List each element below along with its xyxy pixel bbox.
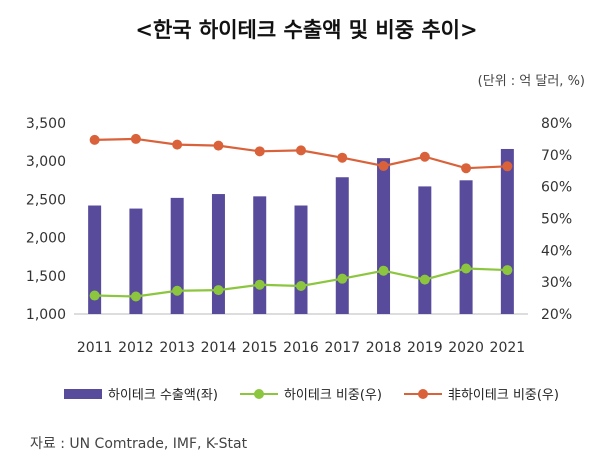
non-hitech-share-point <box>419 151 430 162</box>
legend: 하이테크 수출액(좌) 하이테크 비중(우) 非하이테크 비중(우) <box>64 384 584 403</box>
x-tick-label: 2011 <box>77 340 113 356</box>
chart-title: <한국 하이테크 수출액 및 비중 추이> <box>135 17 478 42</box>
hitech-share-point <box>502 265 513 276</box>
y-left-tick-label: 2,500 <box>26 192 66 208</box>
hitech-share-point <box>89 290 100 301</box>
hitech-share-point <box>419 274 430 285</box>
y-left-tick-label: 1,000 <box>26 307 66 323</box>
legend-item-orange: 非하이테크 비중(우) <box>403 384 559 403</box>
hitech-share-point <box>337 273 348 284</box>
x-tick-label: 2019 <box>407 340 443 356</box>
bar <box>377 158 391 314</box>
x-tick-label: 2013 <box>159 340 195 356</box>
bar <box>88 205 102 314</box>
hitech-share-point <box>296 280 306 291</box>
hitech-share-point <box>213 285 224 296</box>
legend-item-green: 하이테크 비중(우) <box>239 384 382 403</box>
legend-label-bar: 하이테크 수출액(좌) <box>108 388 218 403</box>
hitech-share-point <box>172 285 183 296</box>
y-left-tick-label: 3,500 <box>26 116 66 132</box>
non-hitech-share-point <box>461 163 472 174</box>
y-right-tick-label: 40% <box>541 243 572 259</box>
y-right-tick-label: 50% <box>541 212 572 228</box>
y-right-tick-label: 70% <box>541 148 572 164</box>
x-tick-label: 2017 <box>324 340 360 356</box>
legend-swatch-green <box>239 388 278 399</box>
x-tick-label: 2018 <box>366 340 402 356</box>
hitech-share-point <box>378 265 389 276</box>
bar <box>335 177 349 314</box>
legend-label-green: 하이테크 비중(우) <box>283 388 382 403</box>
unit-note: (단위 : 억 달러, %) <box>477 74 585 89</box>
non-hitech-share-point <box>254 146 265 157</box>
bar <box>170 197 184 314</box>
bar <box>459 180 473 314</box>
y-left-tick-label: 3,000 <box>26 154 66 170</box>
y-right-tick-label: 20% <box>541 307 572 323</box>
non-hitech-share-point <box>130 133 141 144</box>
non-hitech-share-point <box>337 152 348 163</box>
legend-swatch-bar <box>64 388 102 399</box>
x-tick-label: 2020 <box>448 340 484 356</box>
y-left-tick-label: 2,000 <box>26 231 66 247</box>
y-right-tick-label: 60% <box>541 180 572 196</box>
y-left-tick-label: 1,500 <box>26 269 66 285</box>
hitech-share-point <box>254 279 265 290</box>
y-right-tick-label: 80% <box>541 116 572 132</box>
bar <box>211 194 225 314</box>
non-hitech-share-point <box>89 134 100 145</box>
non-hitech-share-point <box>172 139 183 150</box>
x-tick-label: 2016 <box>283 340 319 356</box>
non-hitech-share-point <box>378 160 389 171</box>
hitech-share-point <box>130 291 141 302</box>
source-note: 자료 : UN Comtrade, IMF, K-Stat <box>30 436 248 452</box>
legend-swatch-orange <box>403 388 442 399</box>
bar <box>418 186 432 314</box>
non-hitech-share-point <box>502 161 513 172</box>
x-tick-label: 2021 <box>490 340 526 356</box>
non-hitech-share-point <box>296 145 306 156</box>
bar <box>253 196 267 314</box>
chart: 1,000 1,500 2,000 2,500 3,000 3,500 20% 30% 40% 5… <box>26 116 572 356</box>
legend-label-orange: 非하이테크 비중(우) <box>447 388 559 403</box>
bar <box>129 208 143 314</box>
x-tick-label: 2015 <box>242 340 278 356</box>
bar <box>294 205 308 314</box>
x-tick-label: 2012 <box>118 340 154 356</box>
legend-item-bar: 하이테크 수출액(좌) <box>64 384 218 403</box>
x-tick-label: 2014 <box>201 340 237 356</box>
y-right-tick-label: 30% <box>541 275 572 291</box>
non-hitech-share-point <box>213 140 224 151</box>
hitech-share-point <box>461 263 472 274</box>
bar <box>500 148 514 314</box>
